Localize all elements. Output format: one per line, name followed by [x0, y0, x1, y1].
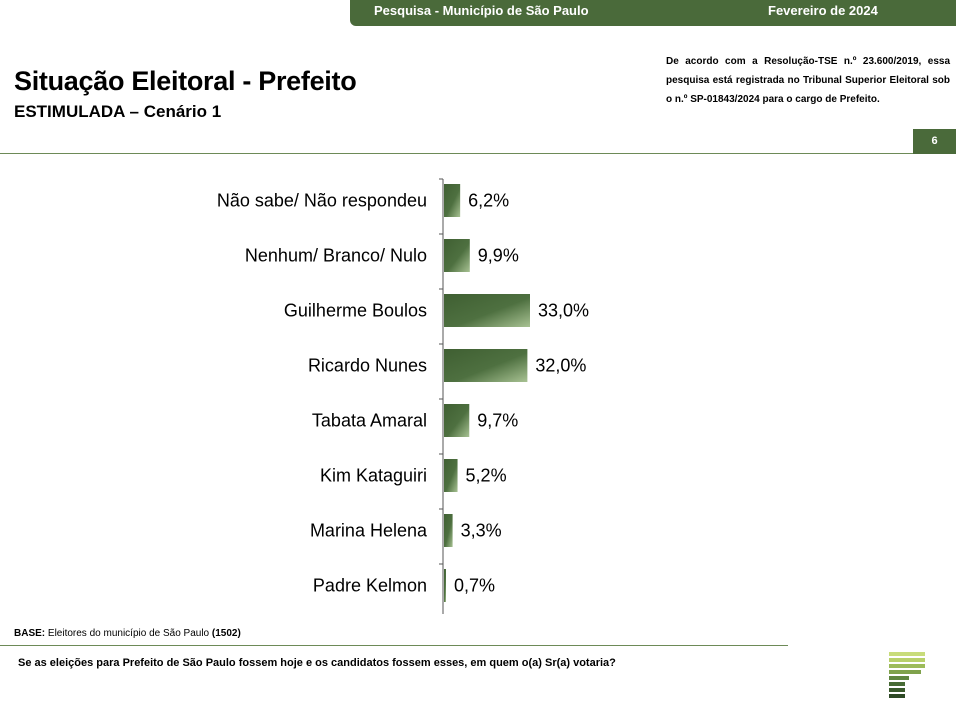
- brand-logo-icon: [889, 652, 925, 698]
- data-label: 9,7%: [477, 411, 518, 431]
- footer-divider: [0, 645, 788, 646]
- data-label: 33,0%: [538, 301, 589, 321]
- data-label: 5,2%: [466, 466, 507, 486]
- data-label: 9,9%: [478, 246, 519, 266]
- bar: [444, 239, 470, 272]
- top-banner: Pesquisa - Município de São Paulo Fevere…: [350, 0, 956, 26]
- survey-name: Pesquisa - Município de São Paulo: [374, 3, 589, 18]
- category-label: Kim Kataguiri: [320, 466, 427, 486]
- bar: [444, 514, 453, 547]
- survey-question: Se as eleições para Prefeito de São Paul…: [18, 657, 616, 669]
- category-label: Ricardo Nunes: [308, 356, 427, 376]
- base-note: BASE: Eleitores do município de São Paul…: [14, 628, 241, 639]
- category-label: Não sabe/ Não respondeu: [217, 191, 427, 211]
- page-number: 6: [913, 129, 956, 154]
- category-label: Tabata Amaral: [312, 411, 427, 431]
- bar: [444, 404, 470, 437]
- data-label: 3,3%: [461, 521, 502, 541]
- base-text: Eleitores do município de São Paulo: [45, 628, 212, 639]
- page-subtitle: ESTIMULADA – Cenário 1: [14, 102, 222, 121]
- page-title: Situação Eleitoral - Prefeito: [14, 66, 357, 96]
- base-label: BASE:: [14, 628, 46, 639]
- header-divider: [0, 153, 956, 154]
- base-count: (1502): [211, 628, 241, 639]
- bar: [444, 349, 528, 382]
- data-label: 6,2%: [468, 191, 509, 211]
- category-label: Marina Helena: [310, 521, 428, 541]
- data-label: 0,7%: [454, 576, 495, 596]
- category-label: Guilherme Boulos: [284, 301, 427, 321]
- bar: [444, 459, 458, 492]
- category-label: Padre Kelmon: [313, 576, 427, 596]
- bar: [444, 294, 530, 327]
- bar: [444, 569, 446, 602]
- survey-date: Fevereiro de 2024: [768, 3, 878, 18]
- bar: [444, 184, 461, 217]
- category-label: Nenhum/ Branco/ Nulo: [245, 246, 427, 266]
- data-label: 32,0%: [535, 356, 586, 376]
- bar-chart: Não sabe/ Não respondeu 6,2% Nenhum/ Branc…: [217, 178, 589, 614]
- legal-note: De acordo com a Resolução-TSE n.º 23.600…: [666, 56, 950, 105]
